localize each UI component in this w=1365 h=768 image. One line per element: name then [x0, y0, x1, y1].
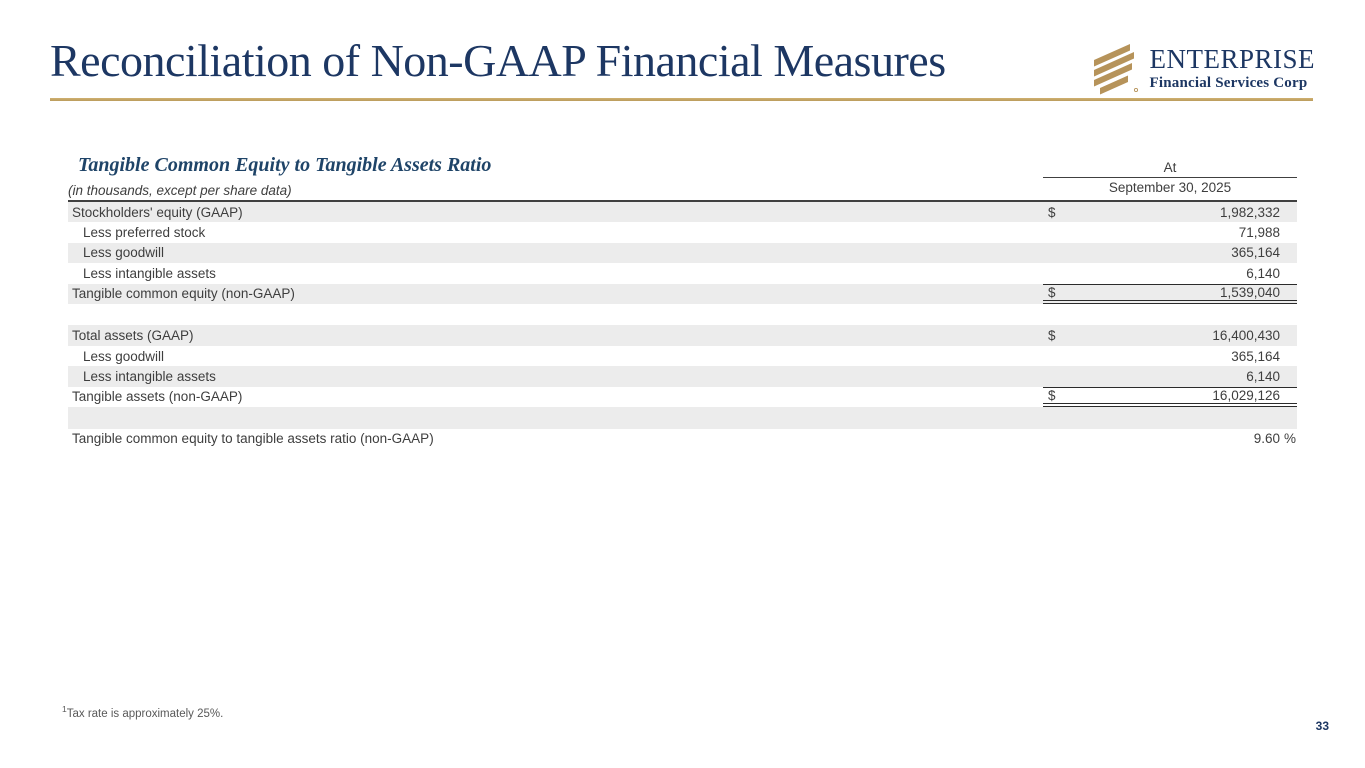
logo-company-name: ENTERPRISE	[1149, 43, 1315, 74]
table-row: Tangible common equity to tangible asset…	[68, 429, 1297, 449]
period-label: At	[1043, 160, 1297, 178]
row-values: $1,539,040	[1043, 283, 1297, 304]
logo-company-subtitle: Financial Services Corp	[1149, 74, 1308, 91]
table-row: Less goodwill 365,164	[68, 242, 1297, 264]
table-row: Tangible common equity (non-GAAP) $1,539,…	[68, 283, 1297, 304]
row-label: Tangible common equity (non-GAAP)	[72, 286, 295, 302]
row-values: 365,164	[1043, 243, 1297, 263]
row-label: Total assets (GAAP)	[72, 328, 194, 344]
dollar-sign: $	[1048, 328, 1056, 344]
dollar-sign: $	[1048, 387, 1056, 403]
row-label: Tangible assets (non-GAAP)	[72, 389, 243, 405]
table-row: Tangible assets (non-GAAP) $16,029,126	[68, 386, 1297, 408]
row-value: 71,988	[1238, 225, 1280, 241]
company-logo: ENTERPRISE Financial Services Corp	[1090, 40, 1315, 96]
reconciliation-table: Stockholders' equity (GAAP) $1,982,332 Les…	[68, 200, 1297, 449]
enterprise-logo-icon	[1094, 44, 1139, 95]
logo-text: ENTERPRISE Financial Services Corp	[1149, 43, 1315, 91]
row-value: 1,982,332	[1219, 204, 1280, 220]
row-label: Less preferred stock	[83, 225, 206, 241]
dollar-sign: $	[1048, 204, 1056, 220]
row-value: 365,164	[1231, 348, 1280, 364]
footnote: 1Tax rate is approximately 25%.	[62, 704, 223, 720]
row-values: 71,988	[1043, 222, 1297, 242]
period-date: September 30, 2025	[1108, 180, 1232, 195]
table-row: Less intangible assets 6,140	[68, 366, 1297, 387]
table-row: Stockholders' equity (GAAP) $1,982,332	[68, 202, 1297, 223]
table-caption-block: Tangible Common Equity to Tangible Asset…	[68, 154, 491, 198]
page-number: 33	[1315, 719, 1329, 733]
table-row: Total assets (GAAP) $16,400,430	[68, 325, 1297, 346]
row-values: $1,982,332	[1043, 202, 1297, 222]
row-values: $16,400,430	[1043, 325, 1297, 345]
row-values: 9.60%	[1043, 429, 1297, 449]
page-title: Reconciliation of Non-GAAP Financial Mea…	[50, 35, 946, 86]
table-spacer-row	[68, 304, 1297, 326]
table-header: Tangible Common Equity to Tangible Asset…	[68, 154, 1297, 198]
row-value: 365,164	[1231, 245, 1280, 261]
table-row: Less intangible assets 6,140	[68, 263, 1297, 283]
footnote-text: Tax rate is approximately 25%.	[66, 707, 224, 720]
row-values: $16,029,126	[1043, 386, 1297, 408]
row-value: 1,539,040	[1219, 284, 1280, 300]
row-value: 9.60	[1253, 431, 1280, 447]
row-label: Less intangible assets	[83, 368, 216, 384]
table-subtitle: (in thousands, except per share data)	[68, 183, 292, 198]
title-underline-rule	[50, 98, 1313, 101]
table-spacer-row	[68, 407, 1297, 429]
row-values: 365,164	[1043, 346, 1297, 366]
row-value: 16,400,430	[1212, 328, 1280, 344]
row-label: Less goodwill	[83, 245, 165, 261]
row-label: Less intangible assets	[83, 265, 216, 281]
footnote-superscript: 1	[62, 704, 67, 714]
row-label: Less goodwill	[83, 348, 165, 364]
row-label: Stockholders' equity (GAAP)	[72, 204, 243, 220]
row-values: 6,140	[1043, 263, 1297, 283]
table-row: Less goodwill 365,164	[68, 346, 1297, 366]
row-value: 6,140	[1246, 265, 1280, 281]
value-suffix: %	[1283, 431, 1296, 447]
table-title: Tangible Common Equity to Tangible Asset…	[78, 154, 492, 176]
row-value: 16,029,126	[1212, 387, 1280, 403]
dollar-sign: $	[1048, 284, 1056, 300]
row-values: 6,140	[1043, 366, 1297, 386]
row-label: Tangible common equity to tangible asset…	[72, 431, 434, 447]
period-column-header: At September 30, 2025	[1043, 160, 1297, 198]
row-value: 6,140	[1246, 368, 1280, 384]
table-row: Less preferred stock 71,988	[68, 222, 1297, 242]
